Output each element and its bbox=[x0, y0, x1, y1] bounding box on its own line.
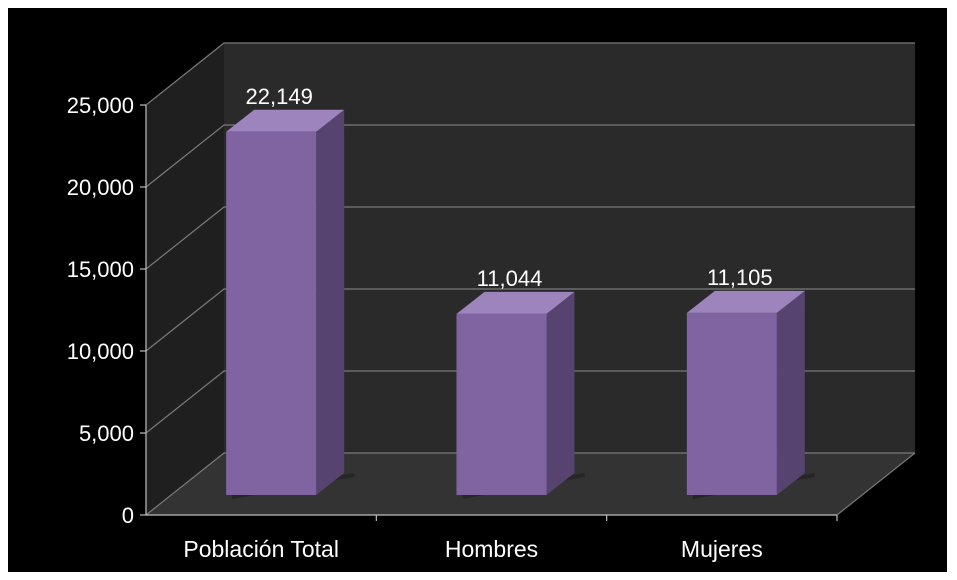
bar-front bbox=[686, 312, 777, 495]
bar bbox=[456, 291, 585, 499]
y-tick-label: 25,000 bbox=[67, 93, 134, 118]
bar-side bbox=[776, 290, 805, 495]
bar-side bbox=[546, 291, 575, 495]
bar bbox=[226, 109, 355, 499]
y-tick-label: 5,000 bbox=[79, 421, 134, 446]
chart-frame: 0 5,000 10,000 15,000 20,000 25,000 22,149 Pob… bbox=[8, 8, 947, 572]
y-tick-label: 10,000 bbox=[67, 339, 134, 364]
bar bbox=[686, 290, 815, 499]
x-category-label: Población Total bbox=[183, 536, 339, 562]
data-label: 11,105 bbox=[707, 265, 773, 290]
gridline bbox=[145, 42, 915, 106]
gridline bbox=[145, 124, 915, 188]
floor-edge bbox=[836, 452, 916, 516]
bar-side bbox=[316, 109, 345, 495]
x-category-label: Hombres bbox=[445, 536, 538, 562]
bar-front bbox=[226, 131, 317, 495]
bars bbox=[226, 109, 815, 499]
gridline bbox=[145, 370, 915, 434]
gridline bbox=[145, 288, 915, 352]
bar-top bbox=[456, 291, 575, 314]
gridline bbox=[145, 206, 915, 270]
data-label: 11,044 bbox=[477, 266, 543, 291]
chart-side-wall bbox=[146, 43, 224, 515]
data-label: 22,149 bbox=[246, 84, 313, 109]
bar-top bbox=[686, 290, 805, 313]
x-category-label: Mujeres bbox=[681, 536, 763, 562]
labels: 22,149 Población Total 11,044 Hombres 11,105… bbox=[183, 84, 772, 562]
bar-front bbox=[456, 313, 547, 495]
y-tick-label: 0 bbox=[122, 503, 134, 528]
axes: 0 5,000 10,000 15,000 20,000 25,000 bbox=[67, 93, 838, 528]
gridline bbox=[145, 452, 915, 516]
y-tick-label: 15,000 bbox=[67, 257, 134, 282]
gridlines bbox=[145, 42, 916, 516]
y-tick-label: 20,000 bbox=[67, 175, 134, 200]
bar-top bbox=[226, 109, 345, 132]
